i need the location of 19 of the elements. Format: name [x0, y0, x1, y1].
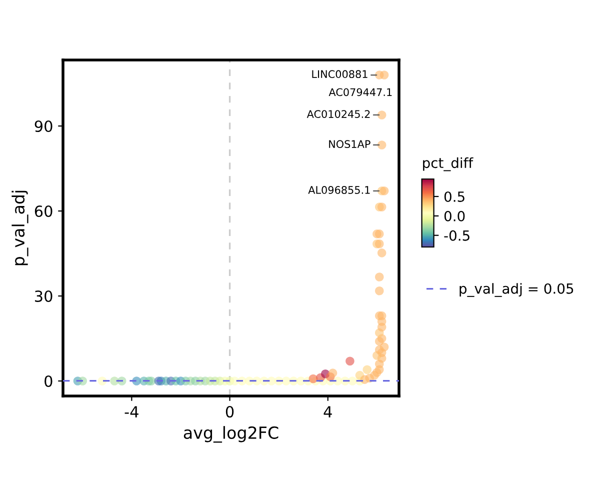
color-bar-label: -0.5 — [444, 230, 470, 241]
annotation: AC010245.2 — [306, 110, 370, 118]
annotation: LINC00881 — [312, 70, 368, 78]
annotation: AL096855.1 — [308, 186, 370, 194]
y-tick-label: 90 — [34, 120, 52, 132]
color-bar-label: 0.5 — [444, 191, 464, 202]
x-tick-label: -4 — [124, 406, 138, 418]
color-bar-title: pct_diff — [423, 157, 474, 172]
y-tick-label: 30 — [35, 290, 52, 302]
annotation: NOS1AP — [329, 140, 370, 148]
x-axis-title: avg_log2FC — [184, 426, 278, 443]
y-axis-title: p_val_adj — [12, 190, 28, 266]
y-tick-label: 0 — [44, 375, 52, 388]
x-tick-label: 0 — [226, 406, 234, 418]
color-bar-label: 0.0 — [444, 210, 465, 222]
y-tick-label: 60 — [34, 205, 52, 218]
legend-label: p_val_adj = 0.05 — [460, 283, 574, 297]
annotation: AC079447.1 — [328, 88, 392, 96]
x-tick-label: 4 — [324, 406, 332, 418]
